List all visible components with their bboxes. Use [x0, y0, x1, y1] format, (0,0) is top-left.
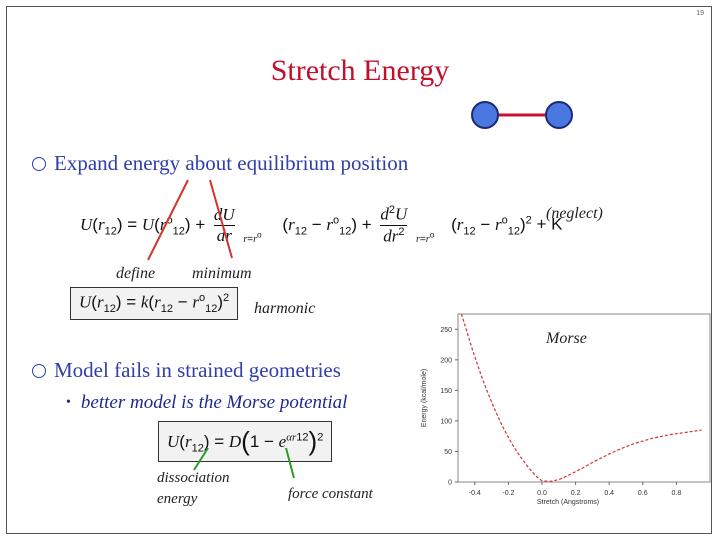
morse-equation: U(r12) = D(1 − eαr12)2: [158, 421, 333, 462]
bullet-expand: Expand energy about equilibrium position: [32, 151, 408, 176]
force-constant-label: force constant: [288, 486, 373, 502]
x-tick-label: 0.4: [604, 490, 614, 497]
define-label: define: [116, 265, 156, 282]
bullet-text: Expand energy about equilibrium position: [54, 151, 409, 175]
slide-title: Stretch Energy: [270, 54, 450, 87]
sub-bullet-marker: •: [66, 395, 71, 410]
force-constant-pointer: [285, 447, 295, 479]
bullet-text: Model fails in strained geometries: [54, 358, 341, 382]
define-arrow: [147, 179, 189, 261]
harmonic-equation: U(r12) = k(r12 − ro12)2: [70, 287, 239, 321]
dissociation-label: dissociation energy: [157, 470, 230, 507]
slide-frame: [6, 6, 712, 534]
x-tick-label: -0.4: [469, 490, 481, 497]
minimum-label: minimum: [192, 265, 252, 282]
bullet-model-fails: Model fails in strained geometries: [32, 358, 341, 383]
morse-chart: -0.4 -0.2 0.0 0.2 0.4 0.6 0.8 0 50 100 150 200 250 S…: [421, 313, 711, 506]
x-tick-label: 0.6: [638, 490, 648, 497]
slide-number: 19: [696, 10, 704, 17]
x-tick-label: 0.2: [571, 490, 581, 497]
annotation-arrows: [147, 179, 233, 261]
minimum-arrow: [209, 179, 233, 259]
y-tick-label: 100: [440, 418, 452, 425]
y-tick-label: 0: [448, 480, 452, 487]
x-axis-label: Stretch (Angstroms): [537, 499, 599, 506]
x-tick-label: -0.2: [502, 490, 514, 497]
molecule-diagram: [471, 101, 573, 129]
taylor-tail: + K: [536, 214, 563, 234]
harmonic-label: harmonic: [254, 300, 316, 317]
sub-bullet-text: better model is the Morse potential: [80, 392, 348, 413]
plot-frame: [457, 313, 711, 483]
neglect-label: (neglect): [546, 205, 603, 222]
x-tick-label: 0.0: [537, 490, 547, 497]
morse-curve: [460, 313, 702, 483]
y-axis-label: Energy (kcal/mole): [421, 369, 428, 427]
y-tick-label: 150: [440, 388, 452, 395]
taylor-equation: U(r12) = U(ro12) + dU dr r=ro (r12 − ro1…: [80, 204, 563, 246]
bullet-marker: [32, 156, 46, 171]
y-tick-label: 200: [440, 357, 452, 364]
x-tick-label: 0.8: [672, 490, 682, 497]
pointer-lines: [193, 447, 295, 479]
y-tick-label: 50: [444, 449, 452, 456]
dissociation-pointer: [193, 447, 209, 471]
bullet-marker: [32, 363, 46, 378]
atom-right: [545, 101, 573, 129]
sub-bullet-morse: • better model is the Morse potential: [66, 392, 347, 414]
morse-label: Morse: [546, 330, 587, 347]
atom-left: [471, 101, 499, 129]
y-tick-label: 250: [440, 327, 452, 334]
